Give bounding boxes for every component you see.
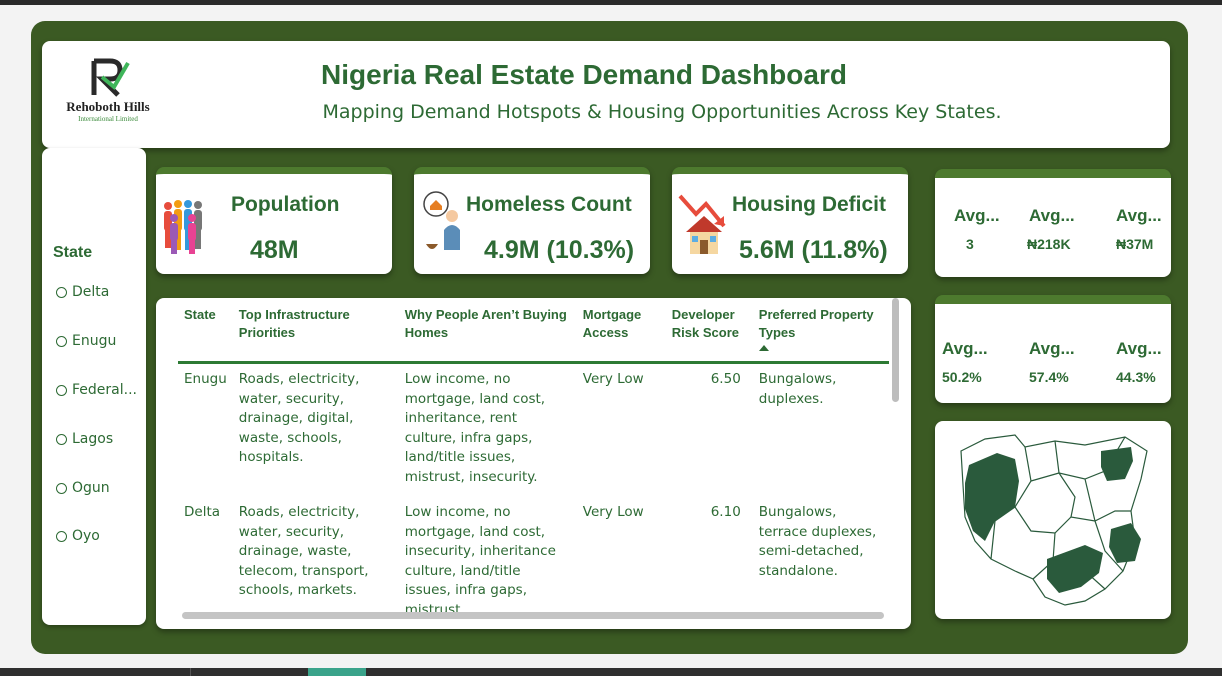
column-header-label: Preferred Property Types xyxy=(758,307,874,340)
radio-icon[interactable] xyxy=(56,433,67,445)
table-cell: Roads, electricity, water, security, dra… xyxy=(238,504,369,598)
table-cell: 6.10 xyxy=(710,504,741,520)
slicer-option-label: Enugu xyxy=(72,333,117,349)
slicer-option-federal[interactable]: Federal... xyxy=(56,382,137,398)
map-state-region xyxy=(965,453,1019,541)
map-state-region xyxy=(1047,545,1103,593)
avg-metric-label: Avg... xyxy=(1116,339,1162,358)
people-group-icon xyxy=(164,200,202,254)
header-card: Rehoboth Hills International Limited Nig… xyxy=(42,41,1170,148)
column-header[interactable]: Developer Risk Score xyxy=(665,304,753,364)
slicer-option-ogun[interactable]: Ogun xyxy=(56,480,110,496)
slicer-option-oyo[interactable]: Oyo xyxy=(56,528,100,544)
kpi-homeless-label: Homeless Count xyxy=(466,193,632,216)
table-row[interactable]: Delta Roads, electricity, water, securit… xyxy=(178,497,889,629)
table-row[interactable]: Enugu Roads, electricity, water, securit… xyxy=(178,363,889,498)
slicer-option-delta[interactable]: Delta xyxy=(56,284,109,300)
slicer-option-label: Delta xyxy=(72,284,110,300)
slicer-option-label: Federal... xyxy=(72,382,137,398)
table-cell: Very Low xyxy=(582,504,644,520)
column-header[interactable]: Top Infrastructure Priorities xyxy=(232,304,399,364)
sort-ascending-icon xyxy=(758,345,769,351)
window-bottom-strip xyxy=(0,668,1222,676)
vertical-scrollbar[interactable] xyxy=(892,298,899,402)
page-subtitle: Mapping Demand Hotspots & Housing Opport… xyxy=(322,101,1002,123)
avg-metric-label: Avg... xyxy=(1116,206,1162,225)
kpi-deficit-value: 5.6M (11.8%) xyxy=(739,236,888,264)
kpi-deficit-label: Housing Deficit xyxy=(732,193,887,216)
homeless-person-icon xyxy=(423,191,460,250)
radio-icon[interactable] xyxy=(56,384,67,396)
avg-metric-label: Avg... xyxy=(1029,206,1075,225)
table-cell: Roads, electricity, water, security, dra… xyxy=(238,371,360,465)
data-table: State Top Infrastructure Priorities Why … xyxy=(178,304,889,629)
column-header[interactable]: Mortgage Access xyxy=(576,304,666,364)
avg-metric-value: 44.3% xyxy=(1116,369,1156,385)
horizontal-scrollbar[interactable] xyxy=(182,612,884,619)
slicer-option-label: Lagos xyxy=(72,431,114,447)
window-top-strip xyxy=(0,0,1222,5)
kpi-deficit-card: Housing Deficit 5.6M (11.8%) xyxy=(672,167,908,274)
avg-metrics-card-2: Avg... Avg... Avg... 50.2% 57.4% 44.3% xyxy=(935,295,1171,403)
table-cell: Bungalows, terrace duplexes, semi-detach… xyxy=(758,504,877,579)
kpi-population-card: Population 48M xyxy=(156,167,392,274)
table-cell: Enugu xyxy=(184,371,227,387)
radio-icon[interactable] xyxy=(56,530,67,542)
company-logo: Rehoboth Hills International Limited xyxy=(58,57,158,127)
avg-metrics-card-1: Avg... Avg... Avg... 3 ₦218K ₦37M xyxy=(935,169,1171,277)
active-page-tab-indicator[interactable] xyxy=(308,668,366,676)
page-title: Nigeria Real Estate Demand Dashboard xyxy=(321,59,847,90)
state-insights-table: State Top Infrastructure Priorities Why … xyxy=(156,298,911,629)
avg-metric-value: 57.4% xyxy=(1029,369,1069,385)
radio-icon[interactable] xyxy=(56,335,67,347)
logo-name: Rehoboth Hills xyxy=(66,99,150,114)
state-slicer: State Delta Enugu Federal... Lagos Ogun … xyxy=(42,148,146,625)
nigeria-map[interactable] xyxy=(935,421,1171,619)
radio-icon[interactable] xyxy=(56,482,67,494)
table-cell: Bungalows, duplexes. xyxy=(758,371,837,407)
house-decline-icon xyxy=(678,194,726,254)
slicer-option-lagos[interactable]: Lagos xyxy=(56,431,113,447)
nigeria-map-card xyxy=(935,421,1171,619)
avg-metric-value: 50.2% xyxy=(942,369,982,385)
avg-metric-label: Avg... xyxy=(954,206,1000,225)
kpi-homeless-card: Homeless Count 4.9M (10.3%) xyxy=(414,167,650,274)
slicer-option-enugu[interactable]: Enugu xyxy=(56,333,116,349)
kpi-population-value: 48M xyxy=(250,236,299,264)
table-header-row: State Top Infrastructure Priorities Why … xyxy=(178,304,889,364)
map-state-region xyxy=(1109,523,1141,563)
table-cell: Low income, no mortgage, land cost, inse… xyxy=(404,504,556,618)
column-header[interactable]: State xyxy=(178,304,233,364)
column-header[interactable]: Why People Aren’t Buying Homes xyxy=(398,304,577,364)
logo-mark-icon xyxy=(91,58,130,97)
kpi-homeless-value: 4.9M (10.3%) xyxy=(484,236,635,264)
logo-subtitle: International Limited xyxy=(78,115,138,123)
kpi-population-label: Population xyxy=(231,193,340,216)
bottom-strip-divider xyxy=(190,668,191,676)
avg-metric-value: 3 xyxy=(966,236,974,252)
map-state-region xyxy=(1101,447,1133,481)
slicer-option-label: Ogun xyxy=(72,480,110,496)
table-cell: Low income, no mortgage, land cost, inhe… xyxy=(404,371,546,485)
radio-icon[interactable] xyxy=(56,286,67,298)
avg-metric-value: ₦37M xyxy=(1116,236,1154,252)
column-header-sorted[interactable]: Preferred Property Types xyxy=(752,304,889,364)
avg-metric-label: Avg... xyxy=(942,339,988,358)
slicer-title: State xyxy=(53,244,93,261)
table-cell: 6.50 xyxy=(710,371,741,387)
table-cell: Delta xyxy=(184,504,221,520)
table-cell: Very Low xyxy=(582,371,644,387)
slicer-option-label: Oyo xyxy=(72,528,100,544)
avg-metric-value: ₦218K xyxy=(1027,236,1071,252)
avg-metric-label: Avg... xyxy=(1029,339,1075,358)
